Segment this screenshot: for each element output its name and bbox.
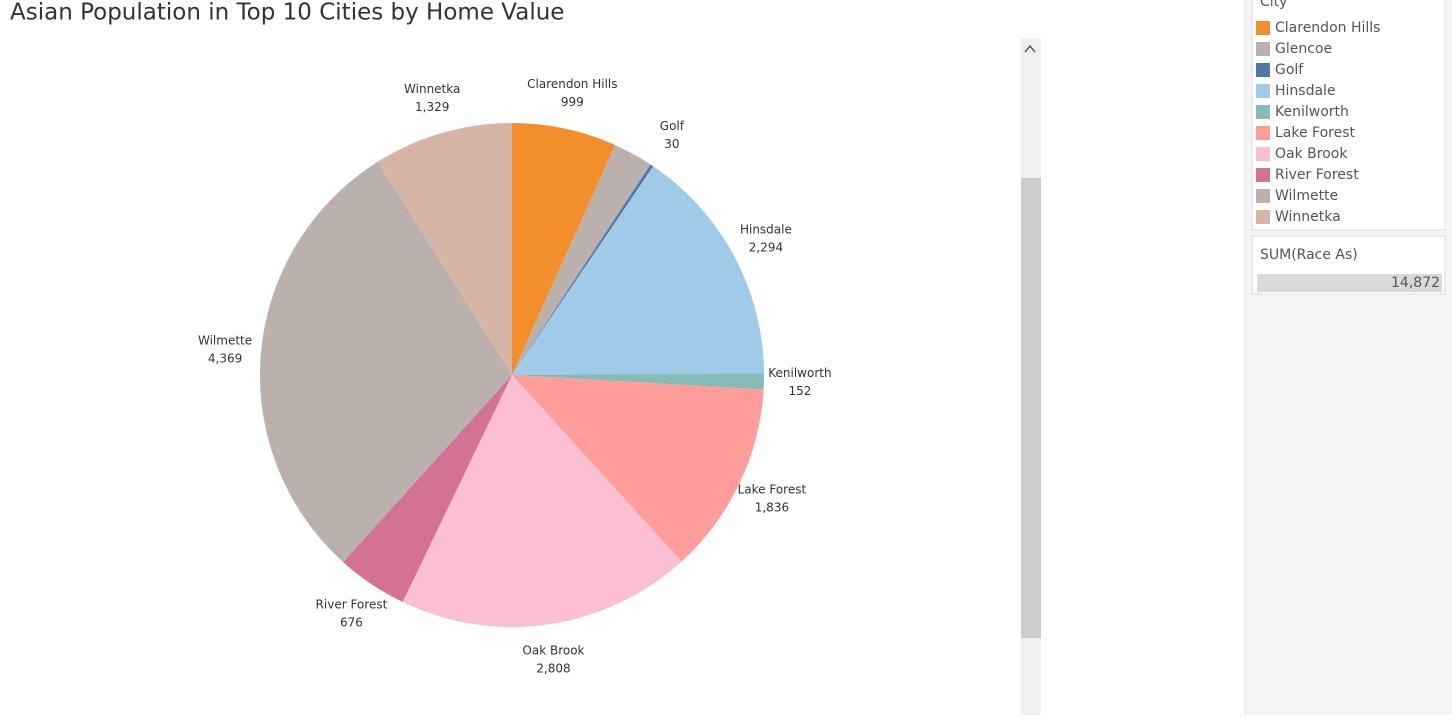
legend-box (1251, 0, 1446, 231)
legend-label[interactable]: Lake Forest (1275, 125, 1356, 141)
pie-slice[interactable] (512, 145, 651, 375)
legend-label[interactable]: Clarendon Hills (1275, 20, 1380, 36)
legend-swatch[interactable] (1256, 105, 1270, 119)
slice-label: Golf (660, 119, 685, 133)
size-legend-bar (1257, 274, 1442, 292)
slice-label: Oak Brook (522, 643, 584, 657)
chart-title: Asian Population in Top 10 Cities by Hom… (10, 0, 564, 26)
slice-value-label: 2,808 (536, 661, 570, 675)
legend-label[interactable]: Oak Brook (1275, 146, 1348, 162)
legend-swatch[interactable] (1256, 42, 1270, 56)
legend-swatch[interactable] (1256, 189, 1270, 203)
slice-value-label: 30 (664, 137, 679, 151)
pie-slice[interactable] (512, 123, 616, 375)
slice-label: Lake Forest (738, 483, 807, 497)
legend-label[interactable]: Hinsdale (1275, 83, 1336, 99)
pie-slice[interactable] (343, 375, 512, 603)
slice-value-label: 999 (561, 95, 584, 109)
legend-label[interactable]: Golf (1275, 62, 1304, 78)
slice-value-label: 1,329 (415, 100, 449, 114)
pie-slice[interactable] (260, 161, 512, 563)
scroll-up[interactable] (1024, 44, 1036, 53)
slice-value-label: 4,369 (208, 352, 242, 366)
legend-swatch[interactable] (1256, 168, 1270, 182)
legend-swatch[interactable] (1256, 84, 1270, 98)
slice-value-label: 2,294 (749, 241, 783, 255)
legend-title: City (1260, 0, 1287, 10)
legend-label[interactable]: Winnetka (1275, 209, 1341, 225)
legend-label[interactable]: River Forest (1275, 167, 1359, 183)
legend-swatch[interactable] (1256, 63, 1270, 77)
legend-swatch[interactable] (1256, 21, 1270, 35)
slice-label: River Forest (316, 598, 388, 612)
pie-slice[interactable] (402, 375, 682, 627)
slice-label: Kenilworth (768, 366, 831, 380)
slice-label: Wilmette (198, 334, 252, 348)
legend-label[interactable]: Wilmette (1275, 188, 1338, 204)
size-legend-label: 14,872 (1391, 275, 1440, 291)
pie-slice[interactable] (512, 166, 764, 375)
size-legend-title: SUM(Race As) (1260, 247, 1358, 263)
slice-label: Hinsdale (740, 223, 792, 237)
legend-swatch[interactable] (1256, 126, 1270, 140)
legend-label[interactable]: Glencoe (1275, 41, 1332, 57)
slice-value-label: 1,836 (755, 501, 789, 515)
slice-label: Clarendon Hills (527, 77, 617, 91)
pie-slice[interactable] (512, 164, 654, 375)
pie-slice[interactable] (377, 123, 512, 375)
slice-label: Winnetka (404, 82, 460, 96)
slice-value-label: 152 (788, 384, 811, 398)
legend-swatch[interactable] (1256, 210, 1270, 224)
pie-slice[interactable] (512, 375, 764, 562)
pie-slice[interactable] (512, 373, 765, 390)
scrollbar-thumb[interactable] (1021, 178, 1041, 638)
slice-value-label: 676 (340, 616, 363, 630)
legend-label[interactable]: Kenilworth (1275, 104, 1349, 120)
legend-swatch[interactable] (1256, 147, 1270, 161)
